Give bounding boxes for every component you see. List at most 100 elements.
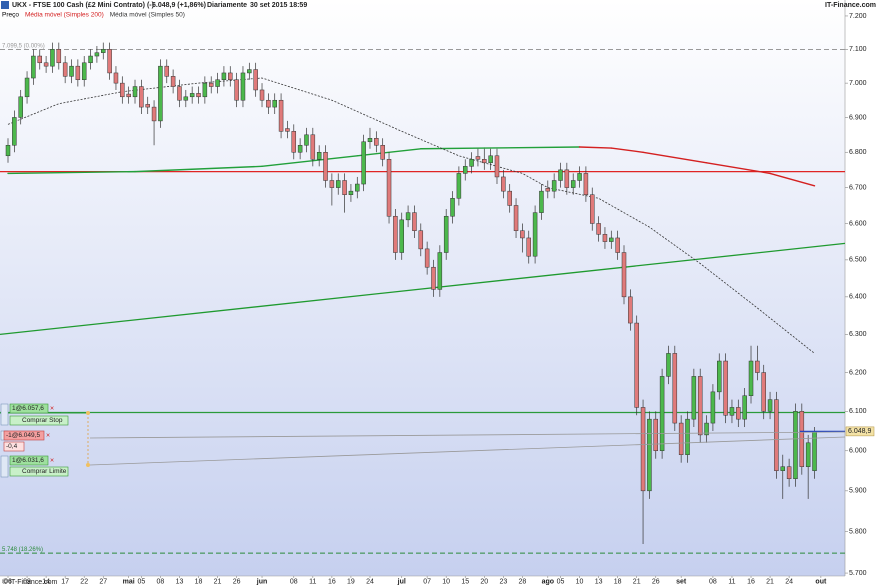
candle-body [234, 79, 239, 101]
candle-body [456, 173, 462, 199]
candle-body [501, 176, 506, 192]
order-icon[interactable] [0, 455, 9, 478]
moving-average [7, 77, 815, 354]
order-type: Comprar Limite [22, 468, 67, 475]
candle-body [697, 376, 703, 436]
candle-body [462, 166, 468, 174]
candle-body [215, 79, 220, 87]
timestamp: 30 set 2015 18:59 [250, 2, 307, 9]
candle-body [158, 65, 163, 122]
candle-body [805, 442, 811, 467]
candle-body [81, 62, 87, 80]
x-tick-label: 09 [23, 578, 31, 585]
x-tick-label: 23 [499, 578, 507, 585]
app-icon [1, 1, 9, 9]
candle-body [672, 353, 678, 424]
x-tick-label: 19 [347, 578, 355, 585]
x-tick-label: 27 [99, 578, 107, 585]
candle-body [18, 96, 23, 118]
order-handle[interactable] [86, 411, 90, 415]
x-tick-label: 22 [80, 578, 88, 585]
x-tick-label: 24 [366, 578, 374, 585]
y-tick-label: 6.200 [849, 369, 867, 376]
candle-body [367, 138, 373, 143]
candle-body [780, 466, 786, 471]
order-box[interactable] [9, 415, 69, 426]
candle-body [729, 407, 735, 416]
chart-title: UKX - FTSE 100 Cash (£2 Mini Contrato) (… [12, 2, 154, 9]
candle-body [761, 372, 766, 412]
candle-body [355, 183, 360, 192]
candle-body [577, 173, 582, 181]
x-tick-label: 15 [461, 578, 469, 585]
x-tick-label: 21 [766, 578, 774, 585]
x-tick-label: 21 [214, 578, 222, 585]
candle-body [482, 159, 487, 164]
level-label: 5.748 (18.26%) [2, 547, 43, 553]
candle-body [532, 212, 538, 257]
candle-body [488, 155, 493, 164]
candle-body [659, 376, 665, 451]
order-panel: 1@6.057,6 × Comprar Stop -1@6.049,5 × -0… [0, 403, 846, 478]
order-box[interactable] [9, 466, 69, 477]
copyright: © IT-Finance.com [2, 578, 58, 586]
order-quantity: 1@6.057,6 [12, 405, 44, 412]
moving-average-segment [7, 170, 136, 175]
candle-body [253, 69, 258, 91]
candle-body [755, 360, 760, 373]
order-box[interactable] [9, 455, 49, 466]
trendline [0, 242, 846, 336]
y-tick-label: 6.500 [849, 257, 867, 264]
x-tick-label: 11 [309, 578, 316, 585]
candle-body [37, 55, 43, 64]
candle-body [208, 82, 214, 87]
y-tick-label: 5.900 [849, 488, 867, 495]
moving-average-segment [769, 172, 816, 187]
candle-body [767, 399, 773, 412]
candle-body [653, 418, 659, 451]
candle-body [113, 72, 119, 84]
order-quantity: 1@6.031,6 [12, 457, 44, 464]
order-box[interactable] [3, 441, 25, 452]
candle-body [272, 99, 277, 108]
candle-body [539, 190, 544, 213]
x-tick-label: 18 [614, 578, 622, 585]
x-tick-label: 16 [328, 578, 336, 585]
candle-body [418, 230, 424, 250]
candle-body [247, 69, 252, 74]
candle-body [126, 93, 131, 98]
candle-body [710, 391, 716, 424]
candle-body [545, 188, 551, 192]
candle-body [564, 169, 570, 188]
order-handle[interactable] [86, 463, 90, 467]
moving-average-segment [483, 146, 581, 149]
x-tick-label: 06 [4, 578, 12, 585]
candle-body [443, 215, 449, 253]
order-close[interactable]: × [50, 405, 54, 412]
order-box[interactable] [3, 430, 45, 441]
brand: IT-Finance.com [825, 2, 876, 9]
candle-body [88, 55, 93, 64]
x-tick-label: 16 [747, 578, 755, 585]
order-box[interactable] [9, 403, 49, 414]
y-tick-label: 5.800 [849, 528, 867, 535]
moving-average-segment [261, 155, 358, 168]
candle-body [666, 353, 671, 377]
moving-average-segment [642, 151, 708, 164]
candle-body [405, 212, 411, 221]
order-icon[interactable] [0, 403, 9, 426]
moving-average-segment [578, 146, 613, 149]
candle-body [793, 411, 798, 479]
order-close[interactable]: × [46, 432, 50, 439]
candle-body [647, 418, 652, 492]
last-price-label: 6.048,9 [848, 428, 871, 435]
candle-body [75, 65, 81, 80]
candle-body [189, 93, 195, 98]
candle-body [107, 49, 112, 74]
x-tick-label: 18 [195, 578, 203, 585]
order-close[interactable]: × [50, 457, 54, 464]
candle-body [634, 322, 639, 408]
candle-body [723, 360, 728, 416]
y-tick-label: 6.100 [849, 408, 867, 415]
candle-body [335, 180, 341, 188]
